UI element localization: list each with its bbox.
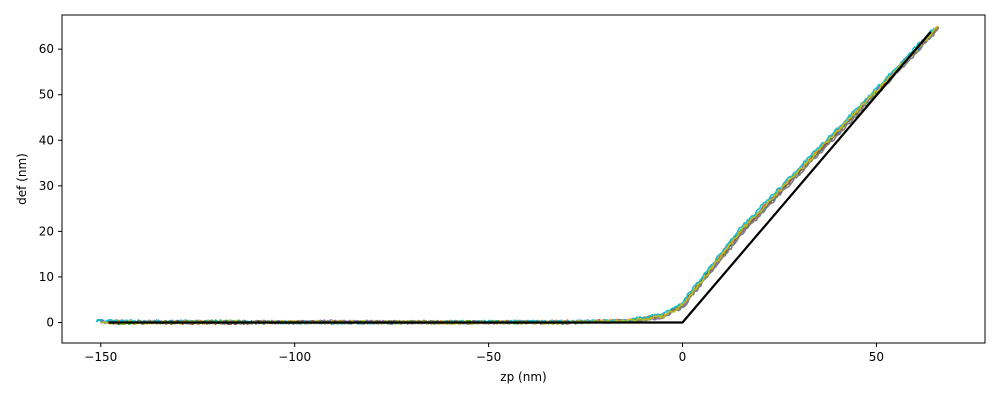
x-axis-label: zp (nm) xyxy=(500,370,546,384)
y-tick-label: 10 xyxy=(39,270,54,284)
y-axis-label: def (nm) xyxy=(15,153,29,205)
series-line-5 xyxy=(104,26,939,326)
y-tick-label: 60 xyxy=(39,42,54,56)
series-line-4 xyxy=(100,28,936,325)
x-axis: −150 −100 −50 0 50 xyxy=(84,343,884,364)
y-tick-label: 0 xyxy=(46,316,54,330)
x-tick-label: 50 xyxy=(869,350,884,364)
x-tick-label: −150 xyxy=(84,350,117,364)
series-layer xyxy=(95,25,940,326)
x-tick-label: −50 xyxy=(476,350,501,364)
y-tick-label: 50 xyxy=(39,88,54,102)
x-tick-label: 0 xyxy=(679,350,687,364)
series-line-6 xyxy=(108,27,940,325)
series-line-8 xyxy=(100,25,939,325)
y-tick-label: 20 xyxy=(39,224,54,238)
x-tick-label: −100 xyxy=(278,350,311,364)
y-axis: 0 10 20 30 40 50 60 xyxy=(39,42,62,330)
series-line-3 xyxy=(108,29,936,326)
series-line-2 xyxy=(104,26,940,325)
plot-frame xyxy=(61,14,986,344)
fit-line xyxy=(108,31,932,324)
y-tick-label: 40 xyxy=(39,133,54,147)
series-line-1 xyxy=(96,26,940,325)
y-tick-label: 30 xyxy=(39,179,54,193)
